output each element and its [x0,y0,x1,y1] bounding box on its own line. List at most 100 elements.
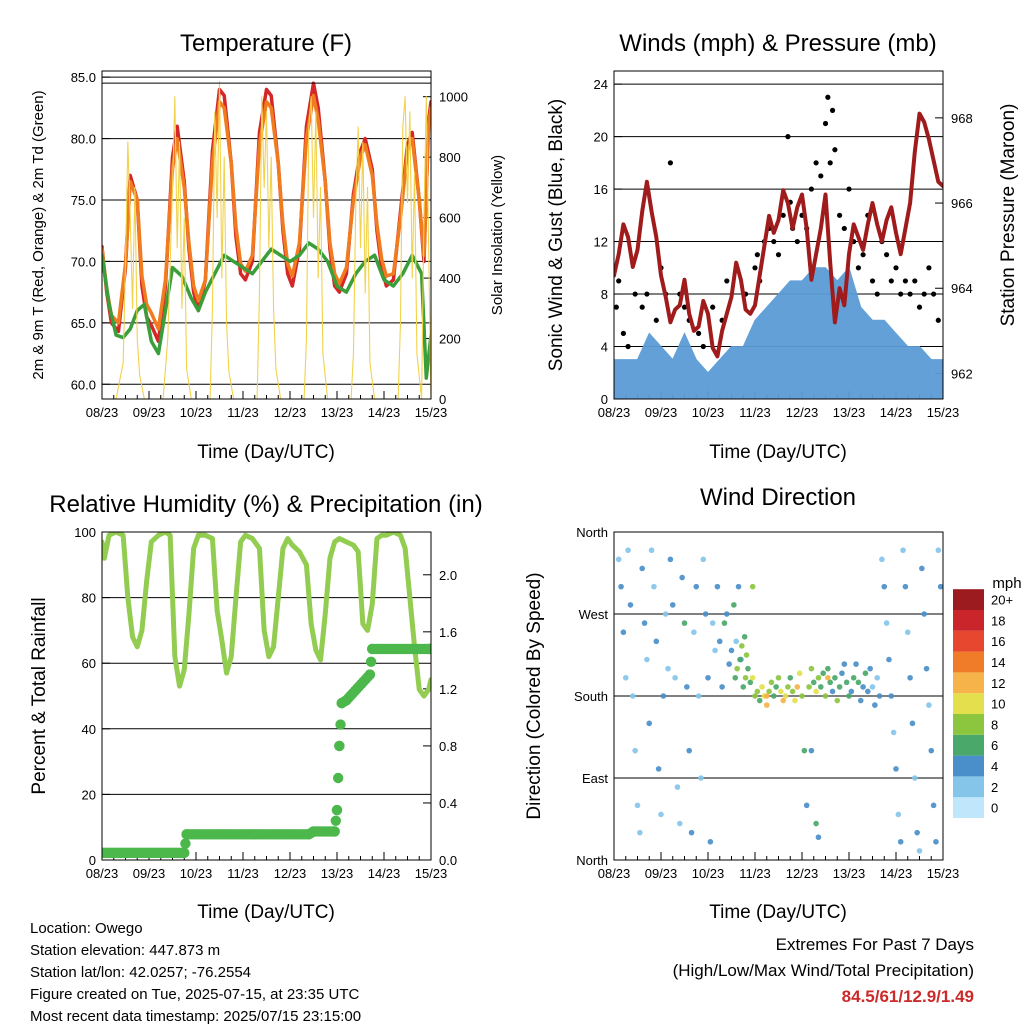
y-tick-label: 70.0 [71,254,96,269]
series-line [614,111,943,359]
humidity-xlabel: Time (Day/UTC) [197,902,335,923]
direction-point [641,620,648,626]
wind-title: Winds (mph) & Pressure (mb) [619,30,936,57]
precip-point [425,643,431,655]
wind-panel: Winds (mph) & Pressure (mb) Time (Day/UT… [546,30,1019,463]
direction-point [726,661,732,667]
direction-point [648,547,655,554]
extremes-subtitle: (High/Low/Max Wind/Total Precipitation) [672,961,974,980]
direction-point [698,775,704,781]
direction-point [749,674,756,681]
legend-swatch [953,734,984,756]
direction-point [651,583,657,590]
direction-point [735,583,742,590]
legend-swatch [953,714,984,735]
direction-point [739,643,745,649]
direction-point [733,638,739,645]
station-elevation: Station elevation: 447.873 m [30,942,221,959]
direction-point [658,811,664,818]
x-tick-label: 13/23 [321,405,354,420]
legend-label: 18 [991,613,1005,628]
direction-point [662,611,669,617]
direction-point [789,688,796,695]
precip-point [334,740,345,752]
direction-point [890,729,897,736]
direction-point [780,697,786,704]
direction-point [872,702,878,708]
y2-tick-label: 968 [951,111,973,126]
y-tick-label: 8 [601,287,608,302]
direction-point [728,647,735,654]
direction-point [622,674,629,681]
direction-point [732,674,739,681]
gust-point [775,252,782,258]
direction-point [672,674,678,681]
temperature-panel: Temperature (F) Time (Day/UTC) 2m & 9m T… [30,30,506,463]
y-tick-label: 65.0 [71,316,96,331]
gust-point [771,238,777,245]
direction-point [799,693,805,699]
direction-point [869,684,876,690]
direction-point [820,670,826,677]
direction-point [914,829,920,836]
direction-point [677,820,683,827]
direction-point [763,693,770,699]
x-tick-label: 08/23 [86,405,119,420]
direction-point [625,547,631,554]
y-tick-label: 80.0 [71,132,96,147]
x-tick-label: 11/23 [739,866,771,881]
direction-point [893,766,899,772]
y2-tick-label: 200 [439,332,461,347]
direction-point [667,556,674,563]
direction-point [853,661,859,667]
x-tick-label: 10/23 [692,405,725,420]
direction-point [919,565,925,572]
legend-swatch [953,672,984,694]
gust-point [794,238,800,245]
direction-point [752,693,758,699]
direction-point [921,611,927,617]
gust-point [724,278,730,284]
x-tick-label: 14/23 [368,866,401,881]
direction-point [879,556,885,563]
gust-point [813,160,819,166]
direction-point [653,638,660,645]
direction-point [724,611,730,617]
legend-label: 16 [991,634,1005,649]
direction-point [688,829,695,836]
direction-point [815,834,822,841]
y2-tick-label: 964 [951,281,973,296]
gust-point [893,265,899,271]
gust-point [825,94,831,100]
direction-point [773,684,779,690]
wind-direction-panel: Wind Direction Time (Day/UTC) Direction … [524,484,1022,923]
y-tick-label: 16 [594,182,608,197]
direction-point [902,583,909,590]
direction-point [747,679,754,686]
direction-point [832,674,838,681]
precip-point [329,826,340,837]
gust-point [827,160,833,166]
direction-point [737,656,743,663]
direction-point [745,665,751,672]
direction-point [705,674,711,681]
y-tick-label: North [576,525,608,540]
direction-point [644,656,650,663]
direction-point [712,647,718,654]
gust-point [898,291,904,297]
direction-point [923,665,930,672]
direction-point [829,688,836,695]
direction-point [916,848,923,854]
gust-point [846,186,852,192]
y2-tick-label: 0 [439,392,446,407]
x-tick-label: 09/23 [133,866,166,881]
x-tick-label: 11/23 [227,405,259,420]
direction-point [808,747,815,754]
station-info: Location: Owego Station elevation: 447.8… [30,918,361,1028]
x-tick-label: 15/23 [415,405,448,420]
direction-point [850,674,857,681]
precip-point [332,772,344,784]
direction-point [912,775,918,781]
gust-point [644,291,650,297]
direction-point [771,693,777,699]
